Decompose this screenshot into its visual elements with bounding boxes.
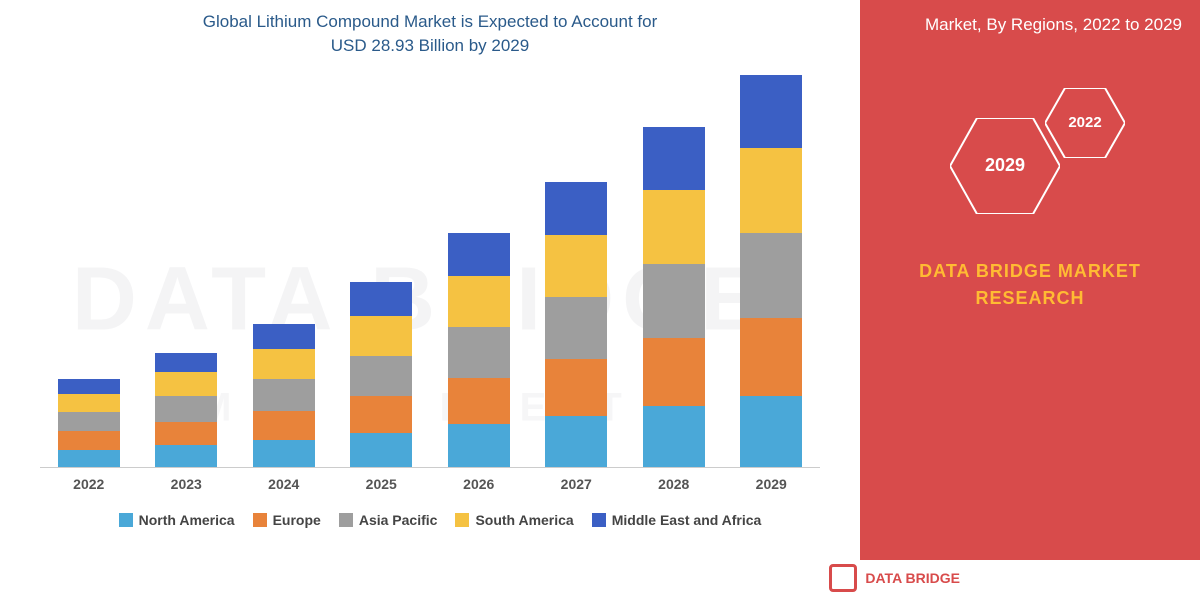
bar-group — [58, 379, 120, 466]
bar-segment — [545, 359, 607, 416]
bar-group — [448, 233, 510, 467]
x-axis-label: 2022 — [58, 476, 120, 492]
legend-label: Europe — [273, 512, 321, 528]
hex-small: 2022 — [1045, 88, 1125, 158]
legend-swatch — [455, 513, 469, 527]
chart-plot — [40, 68, 820, 468]
bar-segment — [253, 349, 315, 379]
bar-segment — [545, 416, 607, 467]
legend-item: South America — [455, 512, 573, 528]
bar-segment — [643, 127, 705, 190]
bar-segment — [448, 276, 510, 327]
x-axis-label: 2024 — [253, 476, 315, 492]
bar-segment — [740, 75, 802, 148]
legend-label: Middle East and Africa — [612, 512, 762, 528]
brand-line2: RESEARCH — [975, 288, 1084, 308]
bar-group — [740, 75, 802, 466]
bar-segment — [643, 190, 705, 264]
bar-segment — [448, 378, 510, 424]
bar-segment — [155, 396, 217, 421]
bar-segment — [545, 297, 607, 359]
legend-item: Middle East and Africa — [592, 512, 762, 528]
footer-logo: DATA BRIDGE — [829, 564, 960, 592]
legend-label: North America — [139, 512, 235, 528]
bar-segment — [643, 264, 705, 338]
chart-container: Global Lithium Compound Market is Expect… — [20, 10, 840, 560]
footer-logo-text: DATA BRIDGE — [865, 571, 960, 585]
x-axis: 2022 2023 2024 2025 2026 2027 2028 2029 — [40, 476, 820, 492]
x-axis-label: 2023 — [155, 476, 217, 492]
legend-item: North America — [119, 512, 235, 528]
bar-segment — [350, 282, 412, 316]
bar-segment — [253, 440, 315, 467]
brand-line1: DATA BRIDGE MARKET — [919, 261, 1141, 281]
bar-group — [155, 353, 217, 467]
bar-segment — [58, 412, 120, 431]
bar-segment — [155, 372, 217, 396]
legend-item: Asia Pacific — [339, 512, 438, 528]
legend-label: South America — [475, 512, 573, 528]
bar-group — [253, 324, 315, 467]
bar-segment — [740, 148, 802, 233]
bar-segment — [740, 396, 802, 466]
brand-text: DATA BRIDGE MARKET RESEARCH — [860, 258, 1200, 312]
bar-segment — [448, 424, 510, 466]
bar-segment — [350, 396, 412, 432]
legend-label: Asia Pacific — [359, 512, 438, 528]
bar-group — [643, 127, 705, 466]
bar-segment — [643, 338, 705, 406]
bar-segment — [58, 379, 120, 394]
chart-title-line2: USD 28.93 Billion by 2029 — [331, 36, 529, 55]
bar-segment — [448, 327, 510, 378]
bar-segment — [350, 356, 412, 396]
legend-item: Europe — [253, 512, 321, 528]
bar-segment — [740, 318, 802, 397]
bars-container — [40, 68, 820, 467]
x-axis-label: 2025 — [350, 476, 412, 492]
legend-swatch — [119, 513, 133, 527]
bar-segment — [155, 422, 217, 445]
bar-segment — [350, 316, 412, 356]
bar-group — [545, 182, 607, 467]
bar-segment — [253, 324, 315, 349]
chart-title-line1: Global Lithium Compound Market is Expect… — [203, 12, 658, 31]
hex-large: 2029 — [950, 118, 1060, 214]
legend-swatch — [592, 513, 606, 527]
bar-segment — [545, 235, 607, 297]
bar-segment — [253, 411, 315, 440]
x-axis-label: 2027 — [545, 476, 607, 492]
bar-segment — [643, 406, 705, 467]
footer-logo-icon — [829, 564, 857, 592]
legend: North America Europe Asia Pacific South Ame… — [40, 512, 840, 528]
bar-segment — [155, 353, 217, 372]
right-panel: Market, By Regions, 2022 to 2029 2029 20… — [860, 0, 1200, 560]
bar-segment — [58, 394, 120, 412]
bar-segment — [58, 431, 120, 449]
chart-title: Global Lithium Compound Market is Expect… — [20, 10, 840, 58]
bar-group — [350, 282, 412, 466]
x-axis-label: 2026 — [448, 476, 510, 492]
legend-swatch — [339, 513, 353, 527]
x-axis-label: 2029 — [740, 476, 802, 492]
bar-segment — [545, 182, 607, 235]
x-axis-label: 2028 — [643, 476, 705, 492]
bar-segment — [253, 379, 315, 411]
hex-container: 2029 2022 — [860, 78, 1200, 228]
bar-segment — [155, 445, 217, 467]
bar-segment — [58, 450, 120, 467]
bar-segment — [350, 433, 412, 467]
right-panel-title: Market, By Regions, 2022 to 2029 — [860, 0, 1200, 38]
hex-large-label: 2029 — [985, 155, 1025, 176]
hex-small-label: 2022 — [1068, 114, 1101, 131]
bar-segment — [740, 233, 802, 318]
legend-swatch — [253, 513, 267, 527]
bar-segment — [448, 233, 510, 277]
